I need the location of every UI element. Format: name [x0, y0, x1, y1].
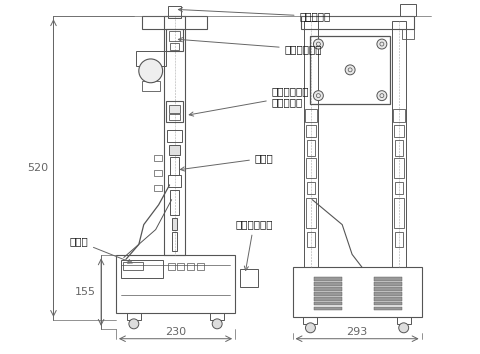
Text: 155: 155: [75, 287, 96, 297]
Bar: [374, 307, 402, 310]
Text: 表示部: 表示部: [69, 236, 132, 263]
Circle shape: [313, 39, 324, 49]
Circle shape: [212, 319, 222, 329]
Bar: [168, 104, 180, 113]
Bar: [300, 16, 414, 29]
Bar: [240, 269, 258, 287]
Bar: [308, 232, 315, 247]
Bar: [394, 125, 404, 137]
Bar: [374, 292, 402, 296]
Bar: [374, 277, 402, 281]
Circle shape: [129, 319, 139, 329]
Bar: [168, 145, 180, 155]
Bar: [178, 263, 184, 270]
Bar: [171, 232, 178, 251]
Bar: [304, 21, 318, 267]
Circle shape: [377, 39, 387, 49]
Bar: [314, 307, 342, 310]
Bar: [374, 282, 402, 286]
Bar: [392, 21, 406, 267]
Text: センサ: センサ: [180, 153, 274, 171]
Bar: [197, 263, 204, 270]
Bar: [395, 140, 403, 156]
Bar: [400, 4, 416, 16]
Text: 293: 293: [347, 327, 368, 337]
Bar: [136, 51, 166, 66]
Bar: [169, 43, 180, 50]
Bar: [311, 36, 390, 104]
Bar: [142, 16, 207, 29]
Circle shape: [399, 323, 408, 333]
Bar: [395, 182, 403, 194]
Text: 230: 230: [165, 327, 186, 337]
Bar: [116, 255, 235, 313]
Bar: [397, 317, 411, 324]
Bar: [166, 101, 183, 122]
Bar: [306, 125, 316, 137]
Bar: [305, 109, 317, 122]
Bar: [308, 140, 315, 156]
Bar: [394, 158, 404, 178]
Bar: [142, 81, 160, 91]
Bar: [171, 218, 178, 230]
Bar: [314, 302, 342, 306]
Bar: [306, 198, 316, 228]
Bar: [121, 260, 163, 278]
Text: フレキシブル
ジョイント: フレキシブル ジョイント: [189, 86, 309, 116]
Bar: [167, 130, 182, 142]
Bar: [395, 232, 403, 247]
Bar: [168, 175, 181, 187]
Bar: [394, 198, 404, 228]
Bar: [393, 109, 405, 122]
Bar: [308, 182, 315, 194]
Bar: [374, 297, 402, 301]
Bar: [187, 263, 194, 270]
Circle shape: [139, 59, 163, 83]
Bar: [168, 31, 180, 41]
Circle shape: [313, 91, 324, 101]
Bar: [168, 263, 175, 270]
Bar: [306, 158, 316, 178]
Bar: [168, 114, 180, 120]
Bar: [314, 297, 342, 301]
Bar: [169, 190, 180, 215]
Bar: [374, 302, 402, 306]
Bar: [168, 6, 181, 18]
Bar: [374, 287, 402, 291]
Bar: [169, 157, 180, 175]
Bar: [154, 170, 162, 176]
Bar: [314, 292, 342, 296]
Circle shape: [345, 65, 355, 75]
Bar: [127, 313, 141, 320]
Bar: [303, 317, 317, 324]
Circle shape: [377, 91, 387, 101]
Bar: [314, 287, 342, 291]
Text: 520: 520: [27, 163, 48, 173]
Text: エアダンパ: エアダンパ: [179, 8, 331, 21]
Bar: [123, 262, 143, 270]
Bar: [314, 282, 342, 286]
Bar: [166, 29, 183, 51]
Bar: [402, 29, 414, 39]
Bar: [210, 313, 224, 320]
Bar: [164, 16, 185, 255]
Bar: [314, 277, 342, 281]
Bar: [154, 155, 162, 161]
Bar: [293, 267, 421, 317]
Text: 上下ハンドル: 上下ハンドル: [179, 38, 322, 54]
Bar: [154, 185, 162, 191]
Text: 操作スイッチ: 操作スイッチ: [235, 219, 273, 270]
Circle shape: [305, 323, 315, 333]
